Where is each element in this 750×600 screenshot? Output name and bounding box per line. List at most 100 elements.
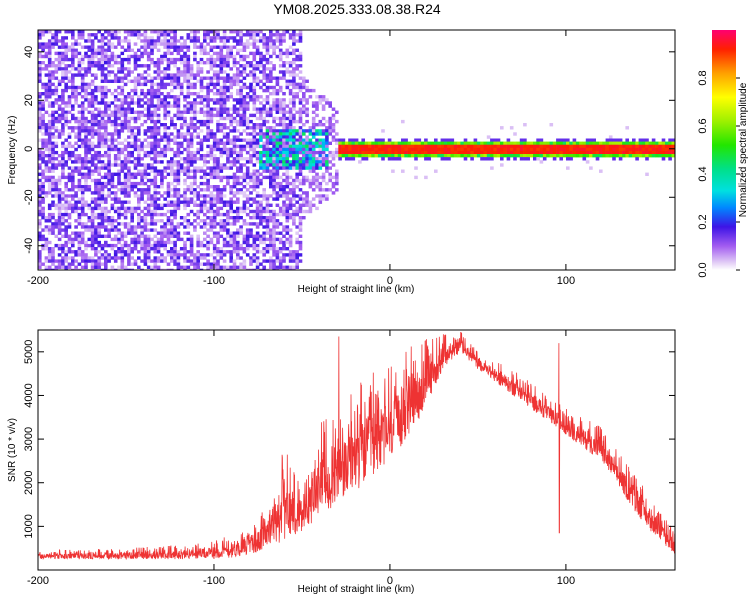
heatmap-cell <box>97 135 101 139</box>
heatmap-cell <box>668 147 672 152</box>
heatmap-cell <box>38 222 42 226</box>
heatmap-cell <box>176 250 181 254</box>
heatmap-cell <box>176 160 181 164</box>
heatmap-cell <box>51 256 55 260</box>
heatmap-cell <box>519 147 524 152</box>
heatmap-cell <box>150 36 154 40</box>
heatmap-cell <box>186 64 191 68</box>
heatmap-cell <box>123 253 128 257</box>
heatmap-cell <box>193 51 197 56</box>
heatmap-cell <box>193 203 197 207</box>
heatmap-cell <box>41 154 45 158</box>
heatmap-cell <box>259 250 263 254</box>
heatmap-cell <box>166 39 171 43</box>
heatmap-cell <box>252 98 257 102</box>
heatmap-cell <box>239 166 243 170</box>
heatmap-cell <box>282 253 286 257</box>
heatmap-cell <box>232 79 237 83</box>
heatmap-cell <box>104 73 108 77</box>
heatmap-cell <box>209 206 214 211</box>
heatmap-cell <box>229 154 233 158</box>
heatmap-cell <box>87 160 92 164</box>
heatmap-cell <box>107 268 111 270</box>
heatmap-cell <box>196 197 200 201</box>
heatmap-cell <box>113 154 118 158</box>
heatmap-cell <box>113 79 118 83</box>
heatmap-cell <box>328 126 332 130</box>
heatmap-cell <box>404 154 408 158</box>
heatmap-cell <box>100 42 105 46</box>
heatmap-cell <box>278 132 283 136</box>
heatmap-cell <box>222 141 227 145</box>
heatmap-cell <box>120 234 125 238</box>
heatmap-cell <box>232 194 237 198</box>
heatmap-cell <box>189 36 194 40</box>
heatmap-cell <box>193 42 197 46</box>
heatmap-cell <box>146 39 151 43</box>
heatmap-cell <box>80 225 85 229</box>
heatmap-cell <box>100 135 105 139</box>
heatmap-cell <box>176 116 181 121</box>
heatmap-cell <box>272 262 276 266</box>
heatmap-cell <box>51 147 55 152</box>
heatmap-cell <box>338 138 342 142</box>
heatmap-cell <box>186 104 191 108</box>
heatmap-cell <box>480 154 484 158</box>
heatmap-cell <box>130 185 134 189</box>
heatmap-cell <box>292 48 296 52</box>
heatmap-cell <box>206 240 210 245</box>
heatmap-cell <box>665 150 669 155</box>
heatmap-cell <box>64 194 68 198</box>
heatmap-cell <box>275 92 280 96</box>
heatmap-cell <box>668 157 672 161</box>
heatmap-cell <box>173 82 177 87</box>
heatmap-cell <box>107 54 111 59</box>
heatmap-cell <box>404 144 408 149</box>
heatmap-cell <box>160 240 164 245</box>
heatmap-cell <box>506 150 511 155</box>
heatmap-cell <box>668 150 672 155</box>
heatmap-cell <box>51 132 55 136</box>
heatmap-cell <box>84 222 88 226</box>
heatmap-cell <box>212 169 217 173</box>
heatmap-cell <box>67 132 72 136</box>
heatmap-cell <box>282 178 286 183</box>
heatmap-cell <box>117 247 121 251</box>
heatmap-cell <box>67 250 72 254</box>
heatmap-cell <box>51 231 55 235</box>
heatmap-cell <box>265 154 270 158</box>
heatmap-cell <box>526 144 530 149</box>
heatmap-cell <box>285 216 290 220</box>
heatmap-cell <box>183 42 187 46</box>
heatmap-cell <box>308 144 313 149</box>
heatmap-cell <box>67 64 72 68</box>
heatmap-cell <box>97 110 101 114</box>
heatmap-cell <box>140 39 144 43</box>
heatmap-cell <box>229 92 233 96</box>
heatmap-cell <box>381 157 385 161</box>
heatmap-cell <box>447 144 451 149</box>
heatmap-cell <box>229 191 233 195</box>
heatmap-cell <box>107 150 111 155</box>
heatmap-cell <box>434 138 438 142</box>
heatmap-cell <box>186 160 191 164</box>
heatmap-cell <box>226 79 230 83</box>
heatmap-cell <box>61 116 65 121</box>
heatmap-cell <box>137 98 141 102</box>
heatmap-cell <box>41 132 45 136</box>
heatmap-cell <box>222 61 227 65</box>
heatmap-cell <box>417 144 422 149</box>
heatmap-cell <box>166 268 171 270</box>
heatmap-cell <box>120 126 125 130</box>
heatmap-cell <box>262 209 266 214</box>
heatmap-cell <box>434 169 438 173</box>
heatmap-cell <box>249 234 253 238</box>
heatmap-cell <box>245 247 250 251</box>
heatmap-cell <box>38 92 42 96</box>
heatmap-cell <box>44 30 49 34</box>
heatmap-cell <box>635 157 639 161</box>
heatmap-cell <box>61 101 65 105</box>
heatmap-cell <box>282 240 286 245</box>
heatmap-cell <box>245 42 250 46</box>
heatmap-cell <box>255 150 260 155</box>
